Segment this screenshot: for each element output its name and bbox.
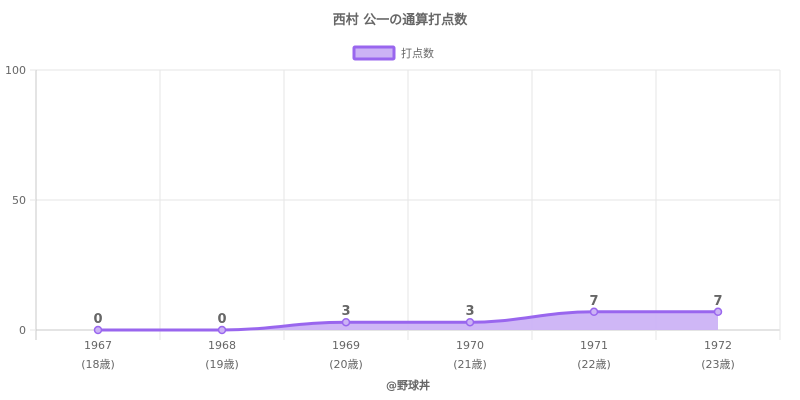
data-point (93, 325, 103, 335)
data-point (217, 325, 227, 335)
x-axis: 1967 (18歳) 1968 (19歳) 1969 (20歳) 1970 (21歳) 1971… (81, 339, 735, 371)
chart-title: 西村 公一の通算打点数 (333, 12, 469, 28)
data-label: 3 (341, 304, 350, 319)
legend[interactable]: 打点数 (352, 45, 434, 61)
x-tick-sublabel: (22歳) (577, 358, 611, 371)
data-label: 3 (465, 304, 474, 319)
x-tick-label: 1968 (208, 339, 236, 352)
legend-swatch (352, 45, 396, 61)
data-point (589, 307, 599, 317)
x-tick-label: 1970 (456, 339, 484, 352)
y-tick-label: 0 (19, 324, 26, 337)
x-tick-sublabel: (18歳) (81, 358, 115, 371)
data-label: 0 (217, 312, 226, 327)
data-label: 7 (713, 294, 722, 309)
x-tick-sublabel: (21歳) (453, 358, 487, 371)
x-tick-label: 1972 (704, 339, 732, 352)
data-point (341, 317, 351, 327)
y-axis: 0 50 100 (5, 64, 36, 337)
x-tick-sublabel: (20歳) (329, 358, 363, 371)
x-tick-label: 1969 (332, 339, 360, 352)
y-tick-label: 100 (5, 64, 26, 77)
grid (35, 69, 781, 340)
series-line (98, 310, 718, 332)
x-tick-label: 1967 (84, 339, 112, 352)
y-tick-label: 50 (12, 194, 26, 207)
data-label: 7 (589, 294, 598, 309)
legend-label: 打点数 (401, 46, 434, 60)
x-tick-label: 1971 (580, 339, 608, 352)
data-point (465, 317, 475, 327)
data-point (713, 307, 723, 317)
data-label: 0 (93, 312, 102, 327)
x-tick-sublabel: (19歳) (205, 358, 239, 371)
data-labels: 0 0 3 3 7 7 (93, 294, 722, 327)
series-area (98, 311, 718, 330)
series-rbi (93, 307, 723, 335)
credit-label: @野球丼 (386, 378, 430, 392)
x-tick-sublabel: (23歳) (701, 358, 735, 371)
